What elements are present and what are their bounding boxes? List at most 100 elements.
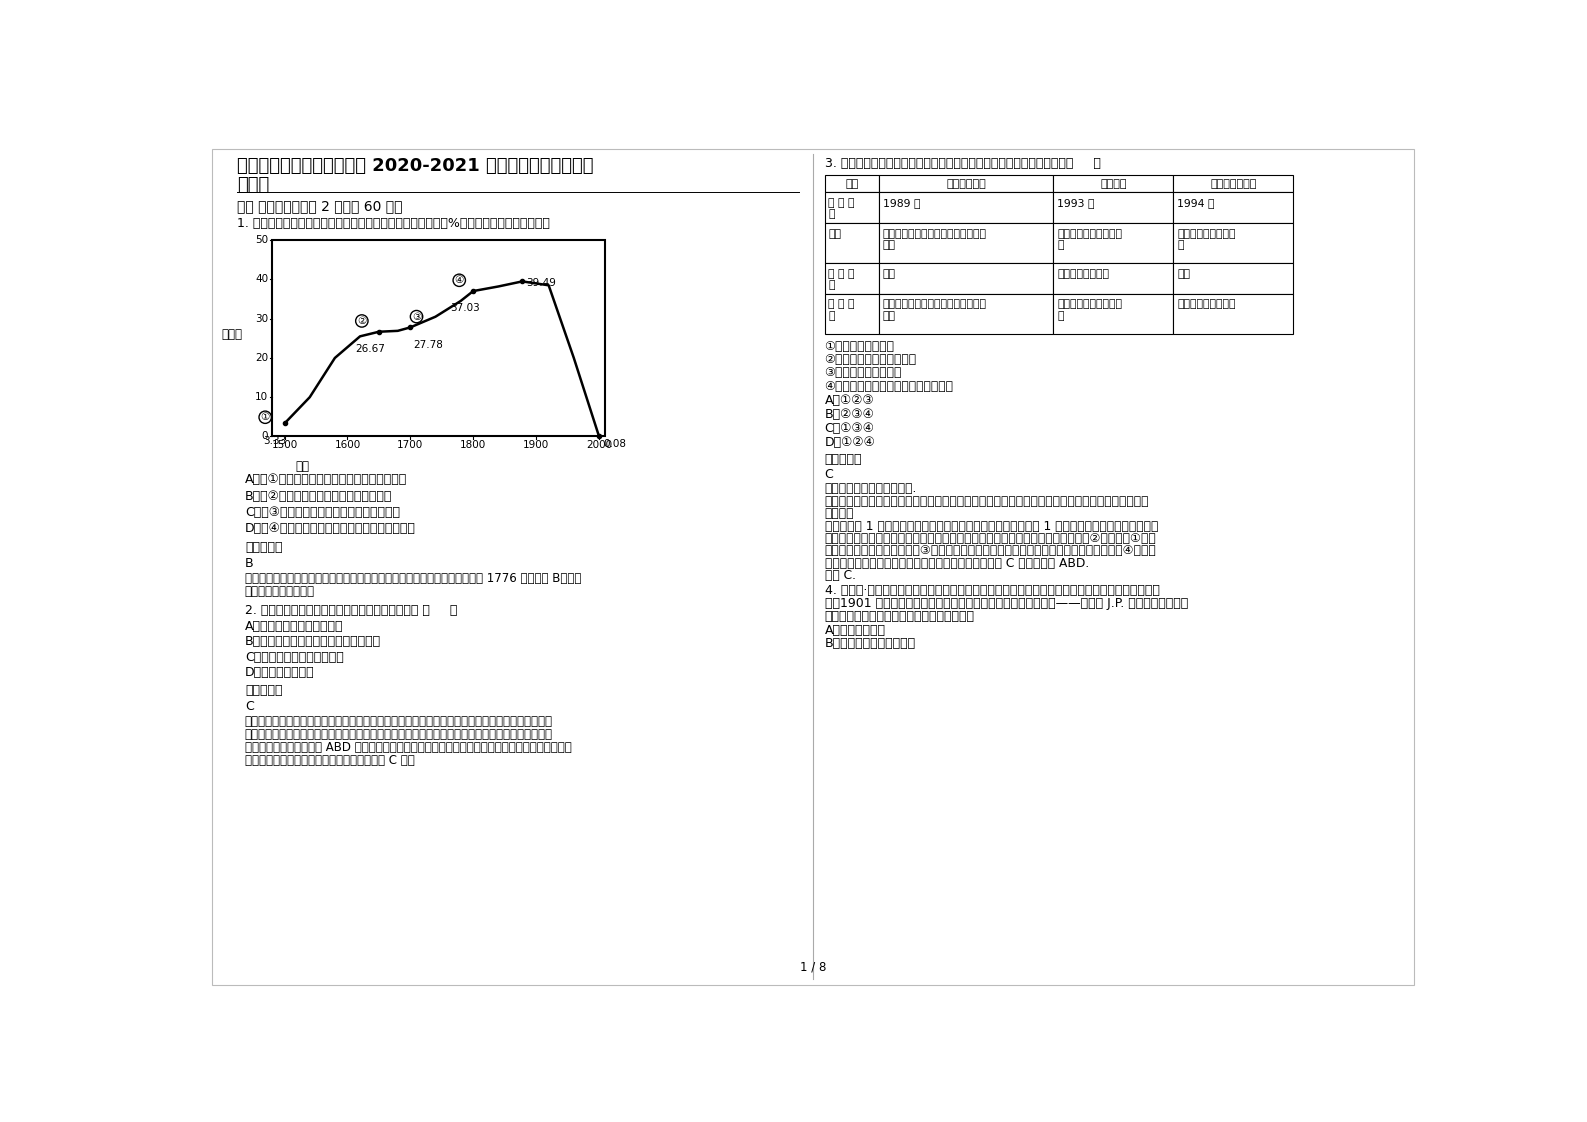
Text: C．议会具有至高无上的权利: C．议会具有至高无上的权利 (244, 651, 344, 663)
Circle shape (259, 411, 271, 423)
Text: 接民主，它由公民选举自己的代表组成代议机关，一般是议会，因此议会在形式上代表民意行使国家: 接民主，它由公民选举自己的代表组成代议机关，一般是议会，因此议会在形式上代表民意… (244, 728, 552, 742)
Bar (1054, 175, 1173, 192)
Circle shape (452, 274, 465, 286)
Text: 1800: 1800 (460, 440, 486, 450)
Text: 1900: 1900 (524, 440, 549, 450)
Text: B: B (244, 557, 254, 570)
Text: 50: 50 (256, 236, 268, 245)
Bar (1173, 294, 1293, 334)
Text: B．第②段，殖民扩张的主力是荷兰和美国: B．第②段，殖民扩张的主力是荷兰和美国 (244, 489, 392, 503)
Text: 参考答案：: 参考答案： (244, 684, 282, 698)
Text: B．②③④: B．②③④ (825, 408, 874, 421)
Text: 亚太经合组织: 亚太经合组织 (946, 178, 986, 188)
Text: 4. 安德鲁·卡内基曾是一个贫穷的苏格兰移民男孩，但后来他的企业生产出的钢竟然比整个英国还要: 4. 安德鲁·卡内基曾是一个贫穷的苏格兰移民男孩，但后来他的企业生产出的钢竟然比… (825, 585, 1160, 597)
Text: 2000: 2000 (586, 440, 613, 450)
Text: B．议会在形式上代表民意行使国家权利: B．议会在形式上代表民意行使国家权利 (244, 635, 381, 649)
Bar (825, 175, 879, 192)
Text: 26.67: 26.67 (355, 344, 386, 355)
Text: 设有超越国家权力的机: 设有超越国家权力的机 (1057, 300, 1122, 310)
Text: 资产阶级代议制。本题考查调用所学知识分析问题的能力，结合所学可知，资产阶级代议制是一种间: 资产阶级代议制。本题考查调用所学知识分析问题的能力，结合所学可知，资产阶级代议制… (244, 715, 552, 728)
Bar (825, 223, 879, 264)
Text: 组 织 结: 组 织 结 (828, 300, 855, 310)
Text: 参考答案：: 参考答案： (244, 541, 282, 554)
Text: 铁公司。这些垄断集团的出现，其根本原因是: 铁公司。这些垄断集团的出现，其根本原因是 (825, 610, 974, 624)
Text: A．①②③: A．①②③ (825, 394, 874, 407)
Text: 27.78: 27.78 (414, 340, 443, 350)
Text: 多为发达的资本主义国: 多为发达的资本主义国 (1057, 229, 1122, 239)
Text: ②: ② (357, 316, 367, 327)
Text: 各项均符合历史史实。: 各项均符合历史史实。 (244, 585, 314, 598)
Text: ④反映当今世界经济区域集团化趋势。: ④反映当今世界经济区域集团化趋势。 (825, 379, 954, 393)
Text: D．①②④: D．①②④ (825, 435, 876, 449)
Text: 1993 年: 1993 年 (1057, 197, 1095, 208)
Text: 经济、政治、军事: 经济、政治、军事 (1057, 268, 1109, 278)
Text: 这些区域集团反映了区域集团化的趋势。综上所述，故 C 正确，排除 ABD.: 这些区域集团反映了区域集团化的趋势。综上所述，故 C 正确，排除 ABD. (825, 557, 1089, 570)
Text: 国家: 国家 (882, 240, 895, 250)
Text: 一、 选择题（每小题 2 分，共 60 分）: 一、 选择题（每小题 2 分，共 60 分） (236, 200, 403, 213)
Text: 议会具有至高无上的权利表述错误，故答案为 C 项。: 议会具有至高无上的权利表述错误，故答案为 C 项。 (244, 754, 414, 767)
Text: C: C (244, 700, 254, 712)
Bar (1054, 264, 1173, 294)
Text: A．第①段，殖民扩张的先锋是西班牙和葡萄牙: A．第①段，殖民扩张的先锋是西班牙和葡萄牙 (244, 473, 408, 487)
Text: C．第③段，殖民争夺最激烈的是英国和法国: C．第③段，殖民争夺最激烈的是英国和法国 (244, 506, 400, 518)
Text: 1500: 1500 (271, 440, 298, 450)
Text: 确，欧盟的合作化水平最高；③正确，区域集团大都是相近的区域，具有区域经济的特征；④正确，: 确，欧盟的合作化水平最高；③正确，区域集团大都是相近的区域，具有区域经济的特征；… (825, 544, 1157, 558)
Text: 的能力。: 的能力。 (825, 507, 854, 521)
Text: 北美自由贸易区: 北美自由贸易区 (1211, 178, 1257, 188)
Text: B．第一次工业革命的推动: B．第一次工业革命的推动 (825, 637, 916, 651)
Text: 1994 年: 1994 年 (1178, 197, 1214, 208)
Text: 多；1901 年，他把他的企业统统卖给了一个甚至还要庞大的组织——金融家 J.P. 摩根创办的美国钢: 多；1901 年，他把他的企业统统卖给了一个甚至还要庞大的组织——金融家 J.P… (825, 597, 1187, 610)
Text: 含解析: 含解析 (236, 176, 270, 194)
Text: 构: 构 (1057, 311, 1063, 321)
Text: ③具有地缘经济的特征: ③具有地缘经济的特征 (825, 367, 901, 379)
Text: 37.03: 37.03 (451, 303, 479, 313)
Bar (825, 192, 879, 223)
Text: 权利，并掌握立法权，故 ABD 项表述符合史实，排除；资产阶级代议制都实行分权制衡的原则，因此: 权利，并掌握立法权，故 ABD 项表述符合史实，排除；资产阶级代议制都实行分权制… (244, 742, 571, 754)
Text: 1700: 1700 (397, 440, 424, 450)
Text: 构: 构 (828, 311, 835, 321)
Text: 参考答案：: 参考答案： (825, 452, 862, 466)
Bar (271, 240, 605, 436)
Bar (879, 175, 1054, 192)
Text: 0: 0 (262, 432, 268, 441)
Bar (1054, 192, 1173, 223)
Text: 建 立 时: 建 立 时 (828, 197, 855, 208)
Text: A．是一种间接民主制的形式: A．是一种间接民主制的形式 (244, 619, 343, 633)
Text: 10: 10 (256, 393, 268, 402)
Bar (879, 223, 1054, 264)
Text: 家: 家 (1057, 240, 1063, 250)
Text: 地跨四大洲，包括发达国家和发展中: 地跨四大洲，包括发达国家和发展中 (882, 229, 987, 239)
Text: ①: ① (260, 412, 270, 422)
Text: 1600: 1600 (335, 440, 360, 450)
Text: 考点：世界经济区域集团化.: 考点：世界经济区域集团化. (825, 482, 917, 495)
Bar (825, 264, 879, 294)
Text: 3. 以下是当今世界三大区域经济集团情况一览表。对此解读，准确的是（     ）: 3. 以下是当今世界三大区域经济集团情况一览表。对此解读，准确的是（ ） (825, 157, 1100, 169)
Text: ④: ④ (454, 275, 463, 285)
Text: 分析：本题考查当今世界三大区域经济集团的相关知识，旨在考查学生准确解读材料信息和分析问题: 分析：本题考查当今世界三大区域经济集团的相关知识，旨在考查学生准确解读材料信息和… (825, 495, 1149, 508)
Text: 四川省绵阳市江油实验中学 2020-2021 学年高一历史模拟试题: 四川省绵阳市江油实验中学 2020-2021 学年高一历史模拟试题 (236, 157, 594, 175)
Text: 百分比: 百分比 (222, 328, 243, 341)
Text: 20: 20 (256, 353, 268, 362)
Text: 1 / 8: 1 / 8 (800, 960, 827, 974)
Text: 家: 家 (1178, 240, 1184, 250)
Text: ③: ③ (413, 312, 421, 322)
Text: 欧洲联盟: 欧洲联盟 (1100, 178, 1127, 188)
Bar (1173, 175, 1293, 192)
Text: A．新航路的开辟: A．新航路的开辟 (825, 624, 886, 636)
Text: 经济: 经济 (882, 268, 895, 278)
Text: D．议会拥有立法权: D．议会拥有立法权 (244, 666, 314, 679)
Text: 织、北美自由贸易区均由发达国家与发展中国家组成，成员国之间的差异较大，故②不正确。①项正: 织、北美自由贸易区均由发达国家与发展中国家组成，成员国之间的差异较大，故②不正确… (825, 532, 1157, 545)
Text: ②成员国之间的差异性较大: ②成员国之间的差异性较大 (825, 353, 917, 366)
Text: C．①③④: C．①③④ (825, 422, 874, 435)
Bar (825, 294, 879, 334)
Text: 故选 C.: 故选 C. (825, 569, 855, 582)
Text: 合 作 领: 合 作 领 (828, 268, 855, 278)
Text: 间: 间 (828, 210, 835, 219)
Text: 30: 30 (256, 314, 268, 323)
Text: 松散的论坛性经济组织，无实际管理: 松散的论坛性经济组织，无实际管理 (882, 300, 987, 310)
Bar (1054, 223, 1173, 264)
Bar (879, 264, 1054, 294)
Text: 39.49: 39.49 (527, 277, 555, 287)
Bar (879, 294, 1054, 334)
Text: 早期殖民扩张。第二阶段加紧殖民扩张的是荷兰、英国、法国，而美国诞生于 1776 年。故选 B。其他: 早期殖民扩张。第二阶段加紧殖民扩张的是荷兰、英国、法国，而美国诞生于 1776 … (244, 572, 581, 585)
